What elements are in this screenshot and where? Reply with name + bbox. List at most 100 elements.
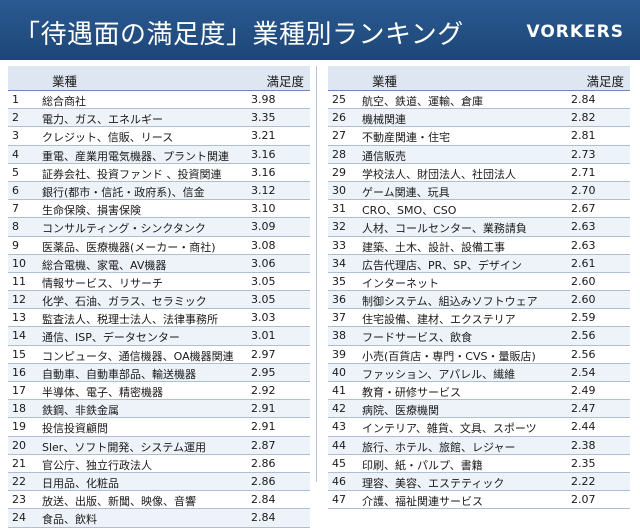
table-row: 45 印刷、紙・パルプ、書籍 2.35: [328, 455, 630, 473]
rank-cell: 10: [12, 256, 26, 270]
table-row: 24 食品、飲料 2.84: [8, 509, 310, 528]
ranking-rows-left: 1 総合商社 3.98 2 電力、ガス、エネルギー 3.35 3 クレジット、信販、リース 3.…: [8, 91, 310, 528]
category-cell: 建築、土木、設計、設備工事: [362, 240, 505, 254]
table-row: 2 電力、ガス、エネルギー 3.35: [8, 109, 310, 128]
score-cell: 2.91: [251, 402, 276, 416]
table-row: 23 放送、出版、新聞、映像、音響 2.84: [8, 491, 310, 510]
rank-cell: 44: [332, 438, 346, 452]
score-cell: 2.71: [571, 165, 596, 179]
category-cell: 投信投資顧問: [42, 422, 108, 436]
header-score: 満足度: [266, 74, 304, 89]
header-banner: 「待遇面の満足度」業種別ランキング VORKERS: [0, 0, 640, 60]
table-row: 36 制御システム、組込みソフトウェア 2.60: [328, 291, 630, 310]
table-row: 18 鉄鋼、非鉄金属 2.91: [8, 400, 310, 419]
score-cell: 2.38: [571, 438, 596, 452]
rank-cell: 20: [12, 438, 26, 452]
table-row: 3 クレジット、信販、リース 3.21: [8, 127, 310, 146]
header-category: 業種: [52, 74, 78, 89]
score-cell: 3.05: [251, 293, 276, 307]
rank-cell: 14: [12, 329, 26, 343]
category-cell: 食品、飲料: [42, 513, 97, 527]
category-cell: 化学、石油、ガラス、セラミック: [42, 295, 207, 309]
rank-cell: 4: [12, 147, 19, 161]
rank-cell: 12: [12, 293, 26, 307]
category-cell: 日用品、化粧品: [42, 476, 119, 490]
score-cell: 2.49: [571, 384, 596, 397]
score-cell: 2.63: [571, 238, 596, 252]
column-header-left: 業種 満足度: [8, 66, 310, 91]
table-row: 21 官公庁、独立行政法人 2.86: [8, 455, 310, 473]
score-cell: 2.70: [571, 183, 596, 197]
table-row: 35 インターネット 2.60: [328, 273, 630, 292]
score-cell: 3.08: [251, 238, 276, 252]
category-cell: 半導体、電子、精密機器: [42, 386, 163, 399]
table-row: 7 生命保険、損害保険 3.10: [8, 200, 310, 219]
table-row: 8 コンサルティング・シンクタンク 3.09: [8, 218, 310, 237]
column-divider: [316, 66, 317, 482]
category-cell: 学校法人、財団法人、社団法人: [362, 167, 516, 181]
category-cell: Sler、ソフト開発、システム運用: [42, 440, 206, 454]
rank-cell: 1: [12, 93, 19, 106]
table-row: 10 総合電機、家電、AV機器 3.06: [8, 254, 310, 273]
score-cell: 2.56: [571, 347, 596, 361]
table-row: 12 化学、石油、ガラス、セラミック 3.05: [8, 291, 310, 310]
score-cell: 2.84: [251, 511, 276, 525]
table-row: 46 理容、美容、エステティック 2.22: [328, 472, 630, 492]
table-row: 25 航空、鉄道、運輸、倉庫 2.84: [328, 91, 630, 110]
rank-cell: 38: [332, 329, 346, 343]
table-row: 31 CRO、SMO、CSO 2.67: [328, 200, 630, 219]
table-row: 42 病院、医療機関 2.47: [328, 400, 630, 419]
rank-cell: 21: [12, 456, 26, 470]
category-cell: 理容、美容、エステティック: [362, 476, 505, 490]
category-cell: 生命保険、損害保険: [42, 204, 141, 218]
rank-cell: 40: [332, 365, 346, 379]
rank-cell: 5: [12, 165, 19, 179]
page-title: 「待遇面の満足度」業種別ランキング: [14, 20, 464, 50]
table-row: 14 通信、ISP、データセンター 3.01: [8, 327, 310, 346]
rank-cell: 19: [12, 420, 26, 434]
score-cell: 2.97: [251, 347, 276, 361]
column-header-right: 業種 満足度: [328, 66, 630, 91]
score-cell: 2.95: [251, 365, 276, 379]
rank-cell: 39: [332, 347, 346, 361]
table-row: 41 教育・研修サービス 2.49: [328, 382, 630, 401]
category-cell: 放送、出版、新聞、映像、音響: [42, 495, 196, 509]
rank-cell: 24: [12, 511, 26, 525]
rank-cell: 25: [332, 93, 346, 106]
category-cell: コンピュータ、通信機器、OA機器関連: [42, 349, 234, 363]
rank-cell: 45: [332, 456, 346, 470]
rank-cell: 35: [332, 274, 346, 288]
score-cell: 3.12: [251, 183, 276, 197]
header-category: 業種: [372, 74, 398, 89]
score-cell: 2.44: [571, 420, 596, 434]
score-cell: 3.03: [251, 311, 276, 325]
ranking-column-left: 業種 満足度 1 総合商社 3.98 2 電力、ガス、エネルギー 3.35 3 クレジット、信…: [8, 66, 310, 528]
header-score: 満足度: [586, 74, 624, 89]
category-cell: 旅行、ホテル、旅館、レジャー: [362, 440, 516, 454]
category-cell: 制御システム、組込みソフトウェア: [362, 295, 538, 309]
rank-cell: 9: [12, 238, 19, 252]
score-cell: 2.61: [571, 256, 596, 270]
table-row: 27 不動産関連・住宅 2.81: [328, 127, 630, 146]
table-row: 11 情報サービス、リサーチ 3.05: [8, 273, 310, 292]
category-cell: 介護、福祉関連サービス: [362, 495, 483, 509]
rank-cell: 22: [12, 474, 26, 488]
score-cell: 3.16: [251, 147, 276, 161]
category-cell: 鉄鋼、非鉄金属: [42, 404, 119, 418]
rank-cell: 29: [332, 165, 346, 179]
score-cell: 3.35: [251, 111, 276, 125]
table-row: 43 インテリア、雑貨、文具、スポーツ 2.44: [328, 418, 630, 437]
score-cell: 3.09: [251, 220, 276, 234]
score-cell: 3.16: [251, 165, 276, 179]
rank-cell: 46: [332, 474, 346, 488]
score-cell: 2.81: [571, 129, 596, 143]
score-cell: 3.05: [251, 274, 276, 288]
category-cell: 官公庁、独立行政法人: [42, 458, 152, 472]
score-cell: 3.21: [251, 129, 276, 143]
rank-cell: 18: [12, 402, 26, 416]
category-cell: 機械関連: [362, 113, 406, 127]
category-cell: ファッション、アパレル、繊維: [362, 367, 516, 381]
category-cell: 広告代理店、PR、SP、デザイン: [362, 258, 522, 272]
table-row: 9 医薬品、医療機器(メーカー・商社) 3.08: [8, 237, 310, 255]
table-row: 4 重電、産業用電気機器、プラント関連 3.16: [8, 145, 310, 164]
